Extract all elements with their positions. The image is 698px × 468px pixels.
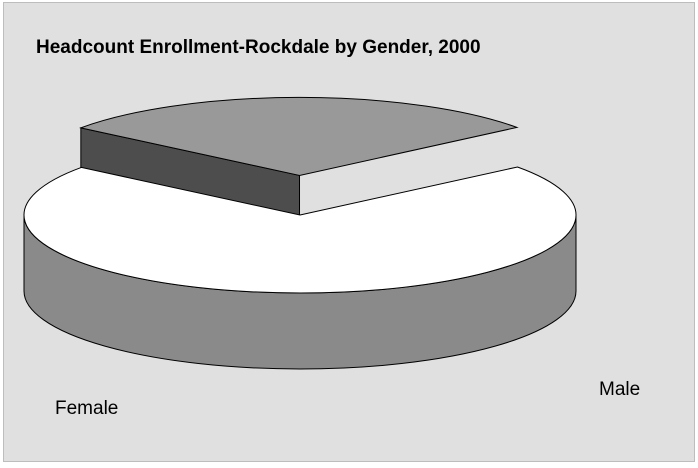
slice-label-male: Male [599,379,641,400]
slice-female-top [23,166,577,294]
slice-male-top [79,96,519,176]
slice-female [23,166,577,370]
chart-title: Headcount Enrollment-Rockdale by Gender,… [36,37,481,58]
slice-label-female: Female [55,398,119,419]
pie-chart [23,96,577,370]
chart-area: Headcount Enrollment-Rockdale by Gender,… [3,2,695,462]
